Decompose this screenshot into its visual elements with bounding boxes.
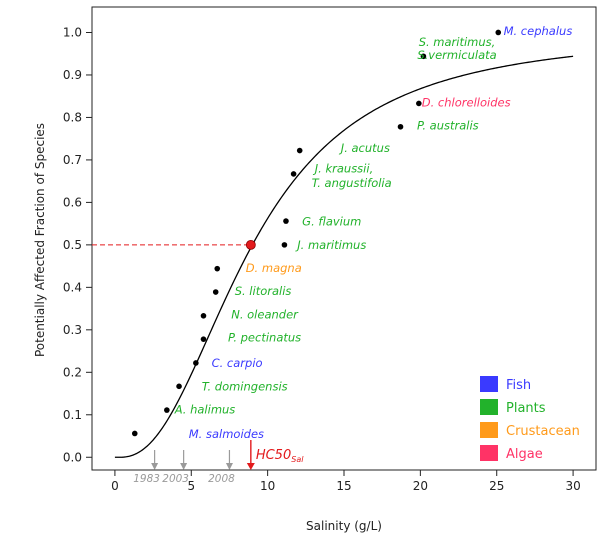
data-point bbox=[416, 100, 422, 107]
year-marker-arrowhead bbox=[180, 463, 188, 470]
data-point bbox=[290, 171, 297, 177]
legend-entry: Algae bbox=[506, 447, 543, 462]
species-label: J. maritimus bbox=[295, 238, 366, 252]
year-marker-label: 2003 bbox=[162, 473, 189, 485]
data-point bbox=[283, 218, 289, 224]
species-label: D. magna bbox=[246, 261, 302, 275]
y-tick-label: 0.3 bbox=[63, 323, 82, 337]
hc50-point bbox=[245, 239, 256, 250]
data-point bbox=[495, 29, 502, 36]
species-label: P. australis bbox=[417, 119, 479, 133]
legend-entry: Plants bbox=[506, 401, 546, 416]
species-label: D. chlorelloides bbox=[422, 96, 511, 110]
y-axis: 0.0 0.1 0.2 0.3 0.4 0.5 0.6 0.7 0.8 0.9 1.0 bbox=[63, 25, 92, 464]
legend-swatch bbox=[480, 376, 498, 392]
species-label: S. maritimus, bbox=[419, 35, 496, 49]
y-tick-label: 0.8 bbox=[63, 110, 82, 124]
y-tick-label: 0.6 bbox=[63, 195, 82, 209]
x-axis: 0 5 10 15 20 25 30 bbox=[111, 470, 581, 493]
legend-entry: Fish bbox=[506, 378, 531, 393]
legend-swatch bbox=[480, 422, 498, 438]
data-point bbox=[296, 147, 303, 154]
y-axis-title: Potentially Affected Fraction of Species bbox=[33, 123, 47, 357]
x-tick-label: 10 bbox=[260, 479, 275, 493]
data-point bbox=[164, 407, 170, 413]
species-label: S.vermiculata bbox=[417, 48, 496, 62]
x-tick-label: 25 bbox=[489, 479, 504, 493]
y-tick-label: 0.7 bbox=[63, 153, 82, 167]
hc50-arrowhead bbox=[246, 463, 255, 470]
species-label: N. oleander bbox=[231, 308, 299, 322]
species-label: S. litoralis bbox=[235, 284, 292, 298]
species-label: T. domingensis bbox=[202, 379, 288, 393]
species-label: G. flavium bbox=[302, 215, 361, 229]
species-label: J. acutus bbox=[339, 141, 390, 155]
year-marker-arrowhead bbox=[151, 463, 159, 470]
legend-swatch bbox=[480, 445, 498, 461]
y-tick-label: 0.0 bbox=[63, 450, 82, 464]
y-tick-label: 1.0 bbox=[63, 25, 82, 39]
data-point bbox=[420, 53, 427, 60]
legend-entry: Crustacean bbox=[506, 424, 580, 439]
y-tick-label: 0.4 bbox=[63, 280, 82, 294]
hc50-label: HC50Sal bbox=[256, 448, 304, 464]
species-label: C. carpio bbox=[212, 356, 263, 370]
x-tick-label: 15 bbox=[336, 479, 351, 493]
data-point bbox=[397, 123, 404, 130]
y-tick-label: 0.2 bbox=[63, 365, 82, 379]
data-point bbox=[281, 242, 288, 248]
species-label: M. cephalus bbox=[504, 24, 573, 38]
curve-path bbox=[114, 55, 574, 458]
data-point bbox=[193, 360, 199, 366]
fitted-curve bbox=[114, 55, 574, 458]
data-point bbox=[200, 313, 207, 319]
y-tick-label: 0.1 bbox=[63, 408, 82, 422]
species-label: J. kraussii, bbox=[313, 161, 373, 175]
species-label: T. angustifolia bbox=[312, 176, 392, 190]
legend: Fish Plants Crustacean Algae bbox=[480, 376, 580, 462]
x-axis-title: Salinity (g/L) bbox=[306, 519, 382, 533]
data-point bbox=[131, 430, 138, 437]
x-tick-label: 0 bbox=[111, 479, 119, 493]
x-tick-label: 30 bbox=[565, 479, 580, 493]
x-tick-label: 5 bbox=[187, 479, 195, 493]
hc50-subscript: Sal bbox=[291, 455, 304, 464]
year-marker-label: 2008 bbox=[208, 473, 235, 485]
species-label: M. salmoides bbox=[189, 427, 264, 441]
year-marker-label: 1983 bbox=[133, 473, 160, 485]
x-tick-label: 20 bbox=[413, 479, 428, 493]
year-markers: 1983 2003 2008 HC50Sal bbox=[133, 440, 304, 485]
data-point bbox=[214, 265, 221, 272]
species-labels: M. salmoides A. halimus T. domingensis C. c… bbox=[174, 24, 573, 441]
species-label: P. pectinatus bbox=[228, 330, 301, 344]
species-label: A. halimus bbox=[174, 403, 236, 417]
legend-swatch bbox=[480, 399, 498, 415]
year-marker-arrowhead bbox=[225, 463, 233, 470]
data-point bbox=[176, 383, 182, 390]
y-tick-label: 0.9 bbox=[63, 68, 82, 82]
y-tick-label: 0.5 bbox=[63, 238, 82, 252]
data-points bbox=[131, 29, 502, 437]
data-point bbox=[212, 289, 219, 295]
data-point bbox=[200, 336, 207, 342]
